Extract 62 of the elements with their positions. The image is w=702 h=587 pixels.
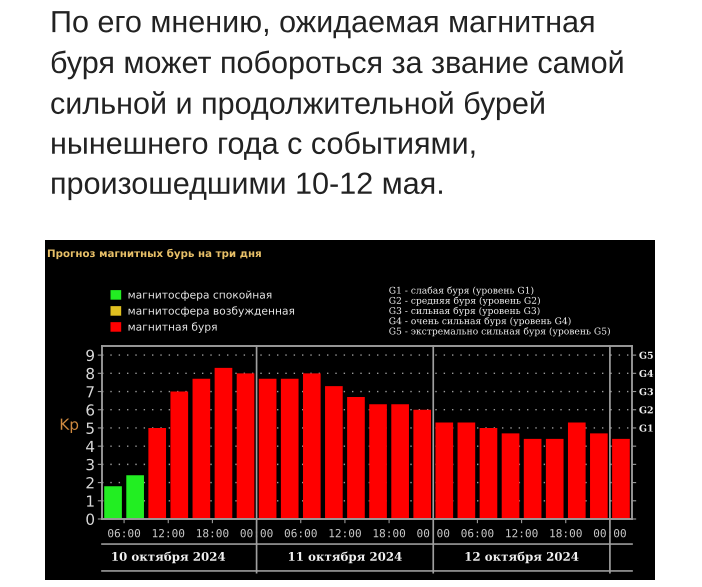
category-label: G5 — [639, 352, 653, 359]
text: G4 - очень сильная буря (уровень G4) — [389, 317, 571, 326]
text: 10 октября 2024 — [112, 552, 226, 564]
chart-subtitle: Прогноз магнитных бурь на три дня — [48, 248, 261, 260]
y-tick-label: 2 — [86, 477, 94, 488]
bar — [104, 486, 122, 519]
text: G5 - экстремально сильная буря (уровень G5) — [389, 327, 610, 336]
bar — [524, 438, 542, 519]
y-tick-label: 8 — [86, 368, 94, 380]
y-tick-label: 0 — [86, 513, 94, 526]
chart-title: По его мнению, ожидаемая магнитная буря может побороться за звание самой сильной и продолжительной бурей нынешнего года с событиями, произошедшими 10-12 мая. — [51, 11, 623, 200]
bar — [480, 428, 498, 519]
x-tick-label: 18:00 — [550, 528, 582, 538]
y-tick-label: 6 — [86, 404, 94, 416]
y-tick-label: 5 — [86, 422, 94, 434]
bar — [612, 438, 630, 519]
bar — [590, 433, 608, 519]
category-label: G1 — [639, 424, 653, 432]
text: G2 - средняя буря (уровень G2) — [389, 296, 540, 306]
bar — [325, 386, 343, 519]
x-tick-label: 18:00 — [374, 528, 406, 538]
y-tick-label: 4 — [86, 440, 94, 452]
bar — [192, 378, 210, 519]
bar — [413, 410, 432, 519]
text: 12 октября 2024 — [466, 552, 578, 564]
bar — [568, 422, 586, 519]
bar — [458, 422, 476, 519]
legend-label: магнитная буря — [128, 322, 217, 333]
x-tick-label: 06:00 — [108, 528, 140, 538]
category-label: G4 — [639, 370, 654, 378]
bar — [126, 475, 144, 519]
y-tick-label: 1 — [87, 495, 94, 507]
y-tick-label: 7 — [86, 386, 94, 398]
bar — [258, 378, 276, 519]
text: G3 - сильная буря (уровень G3) — [389, 306, 540, 316]
x-tick-label: 12:00 — [330, 528, 361, 538]
bar — [546, 438, 564, 519]
bar — [236, 373, 254, 519]
bar — [214, 368, 232, 519]
bar — [280, 378, 299, 519]
x-tick-label: 06:00 — [284, 528, 317, 538]
bar — [502, 433, 520, 519]
y-tick-label: 9 — [86, 350, 94, 362]
bar — [435, 422, 454, 519]
x-tick-label: 06:00 — [461, 528, 494, 538]
category-label: G3 — [639, 388, 653, 396]
text: 11 октября 2024 — [288, 552, 402, 564]
bar — [391, 404, 409, 519]
legend-label: магнитосфера спокойная — [128, 290, 272, 301]
y-tick-label: 3 — [86, 458, 94, 470]
legend-label: магнитосфера возбужденная — [128, 306, 294, 317]
y-axis-title: Kp — [60, 418, 78, 433]
bar — [347, 396, 365, 519]
text: G1 - слабая буря (уровень G1) — [389, 286, 534, 296]
bar — [302, 373, 321, 519]
bar — [148, 428, 166, 519]
bar — [170, 392, 188, 519]
x-tick-label: 12:00 — [506, 528, 538, 538]
x-tick-label: 12:00 — [152, 528, 184, 538]
category-label: G2 — [639, 406, 653, 414]
bar — [369, 404, 387, 519]
x-tick-label: 18:00 — [197, 528, 228, 538]
